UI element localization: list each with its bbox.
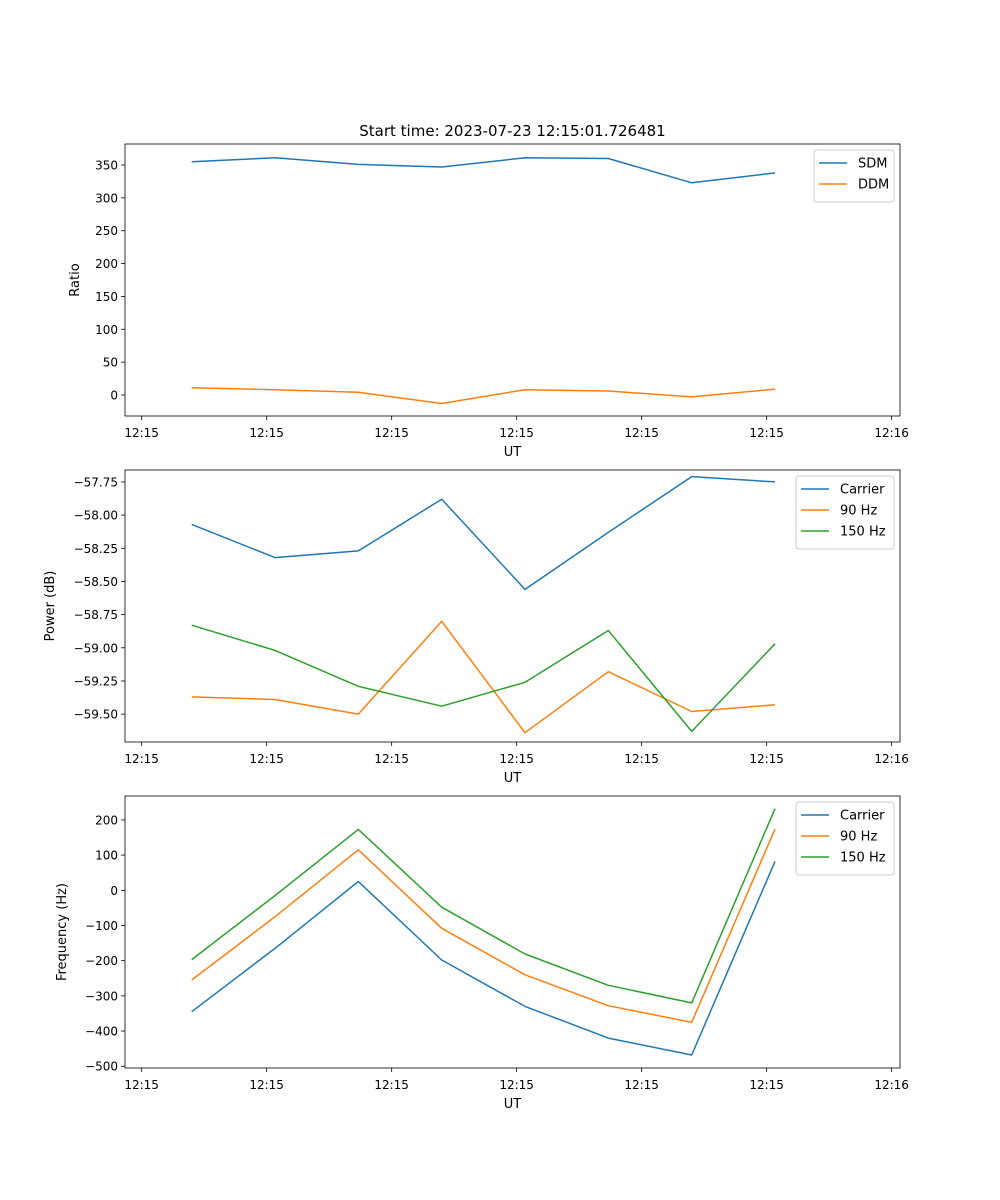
- ratio-y-tick-label: 300: [95, 191, 118, 205]
- power-y-tick-label: −58.50: [74, 575, 118, 589]
- figure-title: Start time: 2023-07-23 12:15:01.726481: [359, 122, 665, 140]
- frequency-y-tick-label: 0: [110, 884, 118, 898]
- frequency-axes-frame: [124, 795, 901, 1069]
- frequency-x-tick-label: 12:15: [249, 1078, 284, 1092]
- frequency-chart-panel: 12:15 12:15 12:15 12:15 12:15 12:15 12:16 −500 −…: [55, 795, 909, 1112]
- power-y-tick-label: −59.00: [74, 641, 118, 655]
- ratio-x-tick-label: 12:15: [249, 426, 284, 440]
- frequency-x-tick-label: 12:15: [124, 1078, 159, 1092]
- frequency-y-axis-label: Frequency (Hz): [55, 883, 70, 981]
- ratio-series-line-sdm: [191, 157, 776, 184]
- power-x-tick-label: 12:15: [249, 752, 284, 766]
- ratio-x-tick-label: 12:15: [499, 426, 534, 440]
- power-series-line-90-hz: [191, 620, 776, 734]
- frequency-legend-label-carrier: Carrier: [840, 809, 885, 824]
- ratio-x-tick-label: 12:16: [874, 426, 909, 440]
- power-x-tick-label: 12:15: [499, 752, 534, 766]
- ratio-x-tick-label: 12:15: [749, 426, 784, 440]
- frequency-y-tick-label: −500: [85, 1060, 118, 1074]
- power-x-tick-label: 12:15: [124, 752, 159, 766]
- power-y-tick-label: −58.25: [74, 542, 118, 556]
- power-legend-label-carrier: Carrier: [840, 483, 885, 498]
- frequency-x-tick-label: 12:15: [624, 1078, 659, 1092]
- power-legend-label-150-hz: 150 Hz: [840, 525, 886, 540]
- ratio-series-line-ddm: [191, 386, 776, 405]
- ratio-y-tick-label: 0: [110, 388, 118, 402]
- frequency-y-tick-label: −300: [85, 989, 118, 1003]
- power-y-tick-label: −59.50: [74, 708, 118, 722]
- power-x-tick-label: 12:15: [374, 752, 409, 766]
- frequency-x-tick-label: 12:15: [499, 1078, 534, 1092]
- ratio-y-tick-label: 200: [95, 257, 118, 271]
- ratio-legend-label-sdm: SDM: [858, 157, 887, 172]
- power-x-tick-label: 12:15: [624, 752, 659, 766]
- frequency-series-line-150-hz: [191, 808, 776, 1004]
- frequency-legend-label-150-hz: 150 Hz: [840, 851, 886, 866]
- frequency-y-tick-label: 200: [95, 813, 118, 827]
- ratio-x-axis-label: UT: [504, 445, 522, 460]
- power-x-tick-label: 12:16: [874, 752, 909, 766]
- frequency-series-line-90-hz: [191, 828, 776, 1024]
- ratio-legend: SDM DDM: [813, 149, 895, 203]
- ratio-x-tick-label: 12:15: [624, 426, 659, 440]
- ratio-y-tick-label: 150: [95, 290, 118, 304]
- power-y-tick-label: −59.25: [74, 674, 118, 688]
- ratio-chart-panel: 12:15 12:15 12:15 12:15 12:15 12:15 12:16 0 50 10…: [68, 143, 909, 460]
- power-y-tick-label: −58.75: [74, 608, 118, 622]
- ratio-y-tick-label: 50: [103, 356, 118, 370]
- power-chart-panel: 12:15 12:15 12:15 12:15 12:15 12:15 12:16 −59.5…: [43, 469, 909, 786]
- frequency-y-tick-label: −400: [85, 1025, 118, 1039]
- ratio-x-tick-label: 12:15: [124, 426, 159, 440]
- frequency-x-tick-label: 12:15: [374, 1078, 409, 1092]
- power-y-tick-label: −57.75: [74, 475, 118, 489]
- frequency-legend: Carrier 90 Hz 150 Hz: [795, 801, 895, 876]
- power-series-line-150-hz: [191, 624, 776, 733]
- ratio-y-tick-label: 350: [95, 159, 118, 173]
- ratio-axes-frame: [124, 143, 901, 417]
- power-y-tick-label: −58.00: [74, 509, 118, 523]
- frequency-y-tick-label: −200: [85, 954, 118, 968]
- frequency-y-tick-label: −100: [85, 919, 118, 933]
- ratio-y-tick-label: 100: [95, 323, 118, 337]
- ratio-y-axis-label: Ratio: [68, 263, 83, 296]
- frequency-y-tick-label: 100: [95, 849, 118, 863]
- ratio-y-tick-label: 250: [95, 224, 118, 238]
- power-axes-frame: [124, 469, 901, 743]
- power-series-line-carrier: [191, 475, 776, 591]
- frequency-x-tick-label: 12:15: [749, 1078, 784, 1092]
- ratio-x-tick-label: 12:15: [374, 426, 409, 440]
- frequency-x-axis-label: UT: [504, 1097, 522, 1112]
- ratio-legend-label-ddm: DDM: [858, 178, 889, 193]
- frequency-series-line-carrier: [191, 861, 776, 1056]
- power-x-axis-label: UT: [504, 771, 522, 786]
- power-y-axis-label: Power (dB): [43, 571, 58, 642]
- frequency-x-tick-label: 12:16: [874, 1078, 909, 1092]
- power-legend: Carrier 90 Hz 150 Hz: [795, 475, 895, 550]
- frequency-legend-label-90-hz: 90 Hz: [840, 830, 877, 845]
- power-x-tick-label: 12:15: [749, 752, 784, 766]
- power-legend-label-90-hz: 90 Hz: [840, 504, 877, 519]
